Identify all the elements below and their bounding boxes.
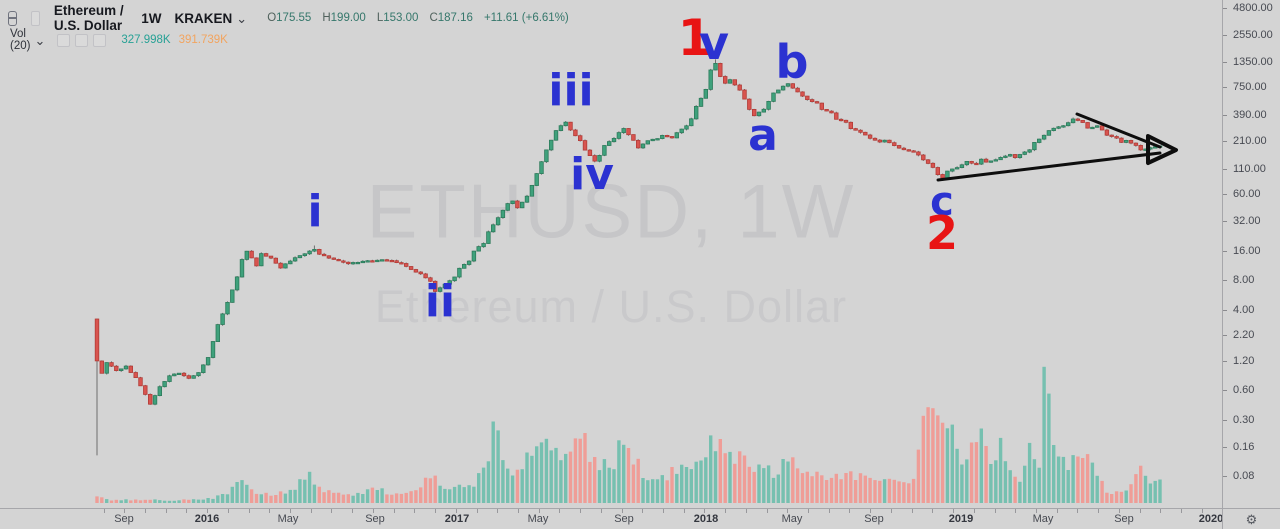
ohlc-values: O175.55 H199.00 L153.00 C187.16 +11.61 (… bbox=[267, 12, 569, 24]
indicator-buttons bbox=[57, 33, 111, 47]
ghost-button[interactable] bbox=[75, 33, 89, 47]
exchange-label[interactable]: KRAKEN bbox=[174, 10, 233, 26]
low-value: 153.00 bbox=[383, 12, 419, 24]
price-tick-label: 8.00 bbox=[1233, 274, 1255, 287]
price-tick-label: 0.60 bbox=[1233, 384, 1255, 397]
price-tick-label: 210.00 bbox=[1233, 135, 1267, 147]
gear-icon[interactable]: ⚙ bbox=[1245, 511, 1258, 527]
trend-line[interactable] bbox=[936, 151, 1162, 182]
close-letter: C bbox=[429, 12, 438, 24]
volume-ma-value: 391.739K bbox=[178, 34, 228, 46]
price-tick-label: 4.00 bbox=[1233, 303, 1255, 316]
time-tick-label: May bbox=[1032, 513, 1054, 525]
volume-value: 327.998K bbox=[121, 34, 171, 46]
volume-indicator-label[interactable]: Vol (20) bbox=[10, 28, 31, 52]
high-letter: H bbox=[322, 12, 331, 24]
time-tick-label: 2018 bbox=[693, 513, 719, 525]
price-tick-label: 32.00 bbox=[1233, 215, 1261, 228]
time-tick-label: 2020 bbox=[1198, 513, 1224, 525]
price-tick-label: 1.20 bbox=[1233, 354, 1255, 367]
time-tick-label: Sep bbox=[864, 513, 884, 525]
ghost-button[interactable] bbox=[31, 10, 40, 26]
volume-legend-row: Vol (20) ⌄ 327.998K 391.739K bbox=[10, 28, 228, 52]
open-value: 175.55 bbox=[276, 12, 312, 24]
time-tick-label: May bbox=[781, 513, 803, 525]
change-value: +11.61 (+6.61%) bbox=[483, 12, 569, 24]
price-tick-label: 4800.00 bbox=[1233, 1, 1273, 14]
ghost-button[interactable] bbox=[57, 33, 71, 47]
time-tick-label: 2016 bbox=[194, 513, 220, 525]
price-tick-label: 0.08 bbox=[1233, 470, 1255, 482]
price-tick-label: 110.00 bbox=[1233, 162, 1266, 175]
time-tick-label: 2017 bbox=[444, 513, 470, 525]
time-tick-label: Sep bbox=[114, 513, 134, 525]
arrow-head-icon[interactable] bbox=[1146, 134, 1178, 165]
collapse-legend-icon[interactable] bbox=[8, 10, 17, 26]
price-tick-label: 390.00 bbox=[1233, 108, 1267, 121]
price-tick-label: 0.16 bbox=[1233, 440, 1255, 453]
candles bbox=[94, 59, 1163, 456]
close-value: 187.16 bbox=[437, 12, 473, 24]
time-axis[interactable]: Sep 2016 May Sep 2017 May Sep 2018 May Sep 2019 May… bbox=[0, 508, 1224, 529]
low-letter: L bbox=[376, 12, 384, 24]
price-tick-label: 0.30 bbox=[1233, 413, 1255, 426]
time-tick-label: Sep bbox=[1114, 513, 1134, 525]
axis-settings-corner: ⚙ bbox=[1222, 508, 1280, 529]
price-tick-label: 60.00 bbox=[1233, 188, 1261, 201]
time-tick-label: Sep bbox=[614, 513, 634, 525]
time-tick-label: May bbox=[277, 513, 299, 525]
time-tick-label: Sep bbox=[365, 513, 385, 525]
time-tick-label: May bbox=[527, 513, 549, 525]
high-value: 199.00 bbox=[330, 12, 366, 24]
time-tick-label: 2019 bbox=[948, 513, 974, 525]
open-letter: O bbox=[267, 12, 277, 24]
chevron-down-icon[interactable]: ⌄ bbox=[34, 32, 46, 48]
price-tick-label: 1350.00 bbox=[1233, 55, 1273, 68]
symbol-legend-row: Ethereum / U.S. Dollar 1W KRAKEN ⌄ O175.… bbox=[8, 3, 569, 33]
price-axis[interactable]: 4800.00 2550.00 1350.00 750.00 390.00 210.00 1… bbox=[1222, 0, 1280, 508]
volume-bars bbox=[95, 366, 1162, 503]
ghost-button[interactable] bbox=[93, 33, 107, 47]
price-tick-label: 2.20 bbox=[1233, 328, 1255, 341]
chevron-down-icon[interactable]: ⌄ bbox=[236, 10, 248, 26]
interval-label[interactable]: 1W bbox=[141, 10, 162, 26]
price-tick-label: 2550.00 bbox=[1233, 28, 1273, 41]
symbol-title[interactable]: Ethereum / U.S. Dollar bbox=[53, 3, 124, 33]
price-tick-label: 16.00 bbox=[1233, 244, 1261, 257]
price-tick-label: 750.00 bbox=[1233, 80, 1267, 93]
